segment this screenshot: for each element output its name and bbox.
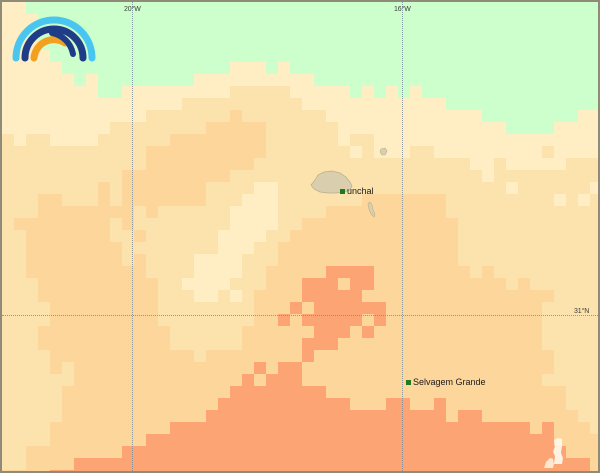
city-marker-selvagem-grande[interactable]: Selvagem Grande bbox=[406, 378, 486, 387]
gridline-longitude-16w bbox=[402, 2, 403, 471]
logo-arc-inner bbox=[30, 36, 69, 62]
city-marker-funchal[interactable]: unchal bbox=[340, 187, 374, 196]
rainbow-logo[interactable] bbox=[10, 10, 98, 62]
city-label-funchal: unchal bbox=[347, 186, 374, 196]
city-dot-icon bbox=[406, 380, 411, 385]
logo-arc-middle bbox=[21, 25, 87, 62]
logo-arc-outer bbox=[12, 16, 96, 62]
city-dot-icon bbox=[340, 189, 345, 194]
gridline-longitude-20w bbox=[132, 2, 133, 471]
city-label-selvagem-grande: Selvagem Grande bbox=[413, 377, 486, 387]
grid-label-longitude-20w: 20°W bbox=[124, 6, 141, 13]
gridline-latitude-31n bbox=[2, 315, 598, 316]
grid-label-longitude-16w: 16°W bbox=[394, 6, 411, 13]
grid-label-latitude-31n: 31°N bbox=[574, 308, 590, 315]
logo-arc-accent bbox=[49, 30, 76, 57]
